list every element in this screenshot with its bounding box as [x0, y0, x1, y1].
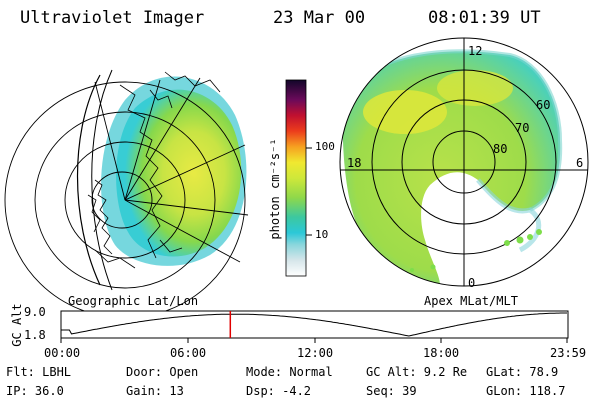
mlat-label-70: 70 [515, 121, 530, 135]
date-label: 23 Mar 00 [273, 8, 366, 28]
altitude-axis-label: GC Alt [10, 303, 24, 347]
gc-altitude-status: GC Alt: 9.2 Re [366, 365, 468, 379]
filter-status: Flt: LBHL [6, 365, 72, 379]
time-label: 08:01:39 UT [428, 8, 541, 28]
mlt-label-12: 12 [468, 44, 483, 58]
dsp-status: Dsp: -4.2 [246, 384, 312, 398]
mlt-label-0: 0 [468, 276, 476, 290]
altitude-curve [61, 312, 567, 337]
mlat-label-60: 60 [536, 98, 551, 112]
mode-status: Mode: Normal [246, 365, 333, 379]
alt-tick-top: 9.0 [24, 305, 46, 319]
xtick-1800: 18:00 [423, 346, 460, 360]
apex-caption: Apex MLat/MLT [424, 294, 518, 308]
door-status: Door: Open [126, 365, 199, 379]
colorbar-gradient [285, 79, 307, 277]
geographic-map-panel [4, 69, 249, 319]
geographic-caption: Geographic Lat/Lon [68, 294, 199, 308]
colorbar-tick-10: 10 [315, 228, 329, 241]
sequence-status: Seq: 39 [366, 384, 417, 398]
altitude-plot [60, 310, 569, 343]
mlt-label-6: 6 [576, 156, 584, 170]
ip-status: IP: 36.0 [6, 384, 64, 398]
geo-latitude-status: GLat: 78.9 [486, 365, 559, 379]
colorbar-unit-label: photon cm⁻²s⁻¹ [268, 138, 282, 240]
gain-status: Gain: 13 [126, 384, 184, 398]
mlt-label-18: 18 [347, 156, 362, 170]
colorbar-tick-100: 100 [315, 140, 335, 153]
earth-limb [77, 74, 101, 286]
xtick-1200: 12:00 [297, 346, 334, 360]
instrument-title: Ultraviolet Imager [20, 8, 205, 28]
xtick-2359: 23:59 [550, 346, 587, 360]
mlat-label-80: 80 [493, 142, 508, 156]
geo-longitude-status: GLon: 118.7 [486, 384, 566, 398]
magnetic-polar-panel [339, 37, 589, 287]
xtick-0600: 06:00 [170, 346, 207, 360]
alt-tick-bottom: 1.8 [24, 328, 46, 342]
xtick-0000: 00:00 [44, 346, 81, 360]
